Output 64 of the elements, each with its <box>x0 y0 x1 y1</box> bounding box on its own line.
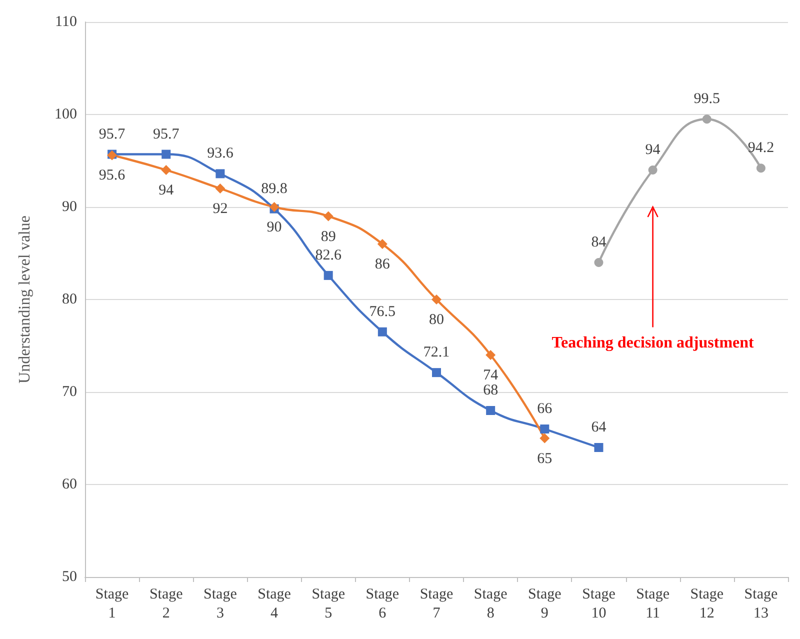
point <box>324 270 333 280</box>
point <box>162 150 171 159</box>
data-label: 82.6 <box>315 247 342 264</box>
data-label: 68 <box>483 382 498 398</box>
point <box>594 258 604 267</box>
point <box>702 114 712 124</box>
data-label: 92 <box>212 201 228 217</box>
x-tick-label: Stage 12 <box>690 586 724 622</box>
y-tick-label: 110 <box>55 14 77 30</box>
x-tick-label: Stage 6 <box>366 586 400 622</box>
point <box>215 184 226 194</box>
data-label: 65 <box>537 450 552 467</box>
data-label: 93.6 <box>207 146 234 162</box>
y-axis-title: Understanding level value <box>16 216 34 384</box>
x-tick-label: Stage 8 <box>474 586 508 622</box>
data-label: 95.7 <box>98 126 126 142</box>
point <box>323 211 334 222</box>
x-tick-label: Stage 11 <box>636 586 670 622</box>
point <box>378 327 387 336</box>
data-label: 76.5 <box>369 304 396 320</box>
data-label: 74 <box>483 368 499 384</box>
x-tick-label: Stage 4 <box>258 586 292 622</box>
x-tick-label: Stage 2 <box>149 586 184 622</box>
x-tick-label: Stage 10 <box>582 586 616 622</box>
annotation: Teaching decision adjustment <box>552 334 755 352</box>
point <box>648 166 658 174</box>
point <box>377 239 388 249</box>
point <box>486 350 496 360</box>
point <box>594 443 604 452</box>
y-tick-label: 70 <box>62 384 77 400</box>
point <box>216 169 225 178</box>
x-tick-label: Stage 5 <box>312 586 346 622</box>
data-label: 84 <box>591 234 607 250</box>
point <box>540 433 550 444</box>
point <box>432 294 442 304</box>
x-tick-label: Stage 13 <box>744 586 778 622</box>
data-label: 95.6 <box>98 168 126 184</box>
data-label: 94 <box>645 142 661 158</box>
data-label: 66 <box>537 401 553 417</box>
y-tick-label: 60 <box>62 476 77 492</box>
y-tick-label: 50 <box>62 569 77 585</box>
x-tick-label: Stage 7 <box>420 586 454 622</box>
point <box>756 164 766 173</box>
point <box>540 424 550 434</box>
data-label: 90 <box>266 220 282 236</box>
x-tick-label: Stage 9 <box>528 586 562 622</box>
data-label: 72.1 <box>423 344 450 361</box>
y-tick-label: 100 <box>54 106 77 122</box>
y-tick-label: 80 <box>62 292 77 308</box>
x-tick-label: Stage 3 <box>204 586 238 622</box>
data-label: 86 <box>374 256 390 272</box>
data-label: 94 <box>158 182 174 198</box>
point <box>486 406 496 415</box>
data-label: 99.5 <box>694 91 720 108</box>
data-label: 64 <box>591 420 607 436</box>
data-label: 80 <box>429 312 444 328</box>
x-tick-label: Stage 1 <box>95 586 130 622</box>
data-label: 94.2 <box>748 140 774 156</box>
data-label: 89 <box>320 228 336 245</box>
point <box>432 368 441 378</box>
data-label: 89.8 <box>261 180 288 197</box>
data-label: 95.7 <box>152 126 180 142</box>
point <box>161 165 172 175</box>
y-tick-label: 90 <box>62 199 77 215</box>
